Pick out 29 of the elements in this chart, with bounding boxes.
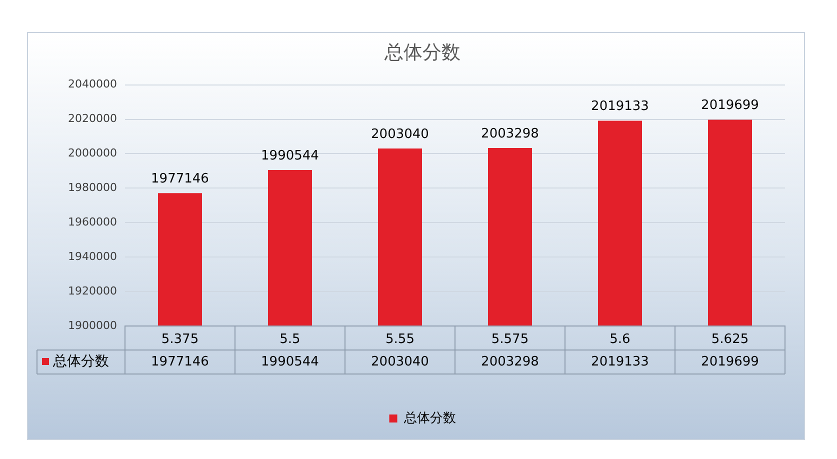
annotation: 2003298 [481,126,539,142]
y-tick-label: 2020000 [68,112,117,126]
data-label: 2019133 [591,354,649,370]
data-label: 2003040 [371,354,429,370]
annotation: 2019133 [591,99,649,114]
y-tick-label: 1920000 [68,284,117,298]
annotation: 1990544 [261,148,319,164]
x-tick-label: 5.6 [610,332,630,348]
data-label: 1990544 [261,354,319,370]
y-tick-label: 1900000 [68,318,117,332]
x-tick-label: 5.625 [711,332,749,348]
x-tick-label: 5.575 [491,332,529,348]
x-tick-label: 5.375 [161,332,199,348]
chart-title: 总体分数 [384,41,460,64]
annotation: 2003040 [371,126,429,142]
x-tick-label: 5.5 [280,332,300,348]
y-tick-label: 1940000 [68,250,117,263]
y-tick-label: 1960000 [68,215,117,228]
y-tick-label: 2000000 [68,146,117,160]
text: 总体分数 [52,354,109,370]
data-label: 2019699 [701,354,759,370]
annotation: 2019699 [701,98,759,114]
legend-label: 总体分数 [402,410,456,426]
x-tick-label: 5.55 [386,332,414,348]
y-tick-label: 1980000 [68,181,117,194]
y-tick-label: 2040000 [68,78,117,91]
annotation: 1977146 [151,171,209,186]
data-label: 1977146 [151,354,209,370]
data-label: 2003298 [481,354,539,370]
